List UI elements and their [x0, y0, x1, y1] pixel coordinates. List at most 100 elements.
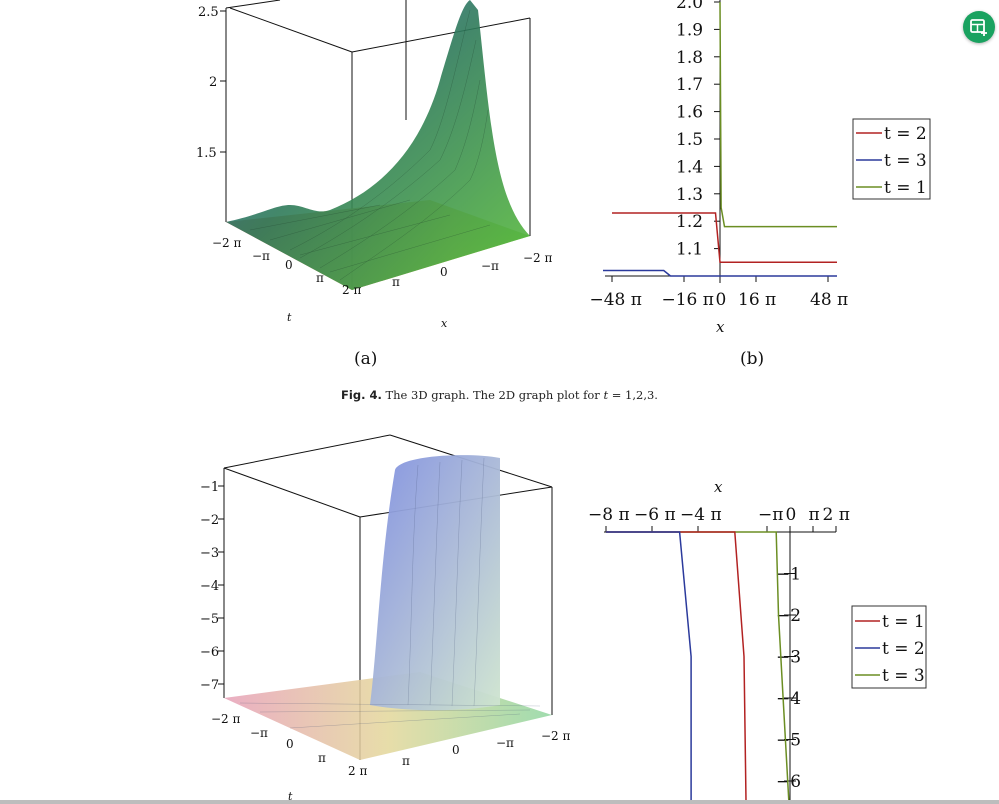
t-tick: 2 π [348, 764, 367, 778]
y-tick-label: 1.5 [676, 130, 703, 150]
x-tick-label: 16 π [738, 290, 776, 310]
y-tick-label: −5 [776, 731, 801, 751]
y-tick-label: 1.3 [676, 185, 703, 205]
z-tick-label: −2 [200, 513, 219, 528]
x-tick-label: −16 π [662, 290, 714, 310]
panel-c-mesh [239, 457, 541, 729]
t-tick: π [316, 271, 324, 285]
y-tick-label: 1.9 [676, 20, 703, 40]
series-line [612, 212, 837, 264]
series-line [719, 1, 837, 228]
panel-b-legend: t = 2 t = 3 t = 1 [852, 118, 931, 200]
t-tick: −2 π [211, 712, 241, 726]
x-tick: −2 π [523, 251, 553, 265]
panel-d-x-ticks: −8 π −6 π −4 π −π 0 π 2 π [588, 505, 850, 532]
panel-a-box [225, 0, 531, 290]
table-add-icon [970, 19, 987, 36]
y-tick-label: 1.2 [676, 212, 703, 232]
t-tick: 0 [285, 258, 293, 272]
panel-a-t-ticks: −2 π −π 0 π 2 π [212, 236, 361, 297]
table-add-button[interactable] [963, 11, 995, 43]
x-tick-label: 48 π [810, 290, 848, 310]
y-tick-label: −2 [776, 606, 801, 626]
bottom-scrollbar[interactable] [0, 800, 999, 804]
y-tick-label: 1.1 [676, 240, 703, 260]
panel-a-label: (a) [354, 349, 378, 369]
t-tick: −2 π [212, 236, 242, 250]
legend-entry: t = 1 [882, 612, 925, 632]
x-tick-label: −8 π [588, 505, 630, 525]
x-tick-label: π [809, 505, 820, 525]
x-tick-label: 0 [716, 290, 727, 310]
x-tick: π [392, 275, 400, 289]
y-tick-label: −4 [776, 689, 801, 709]
y-tick-label: −1 [776, 565, 801, 585]
legend-entry: t = 3 [882, 666, 925, 686]
z-tick-label: −7 [200, 678, 219, 693]
caption-var: t [603, 388, 609, 402]
t-tick: 0 [286, 737, 294, 751]
y-tick-label: 2.0 [676, 0, 703, 13]
x-tick-label: 2 π [823, 505, 850, 525]
x-tick: −π [496, 736, 514, 750]
legend-entry: t = 2 [884, 124, 927, 144]
panel-b-label: (b) [740, 349, 765, 369]
legend-entry: t = 2 [882, 639, 925, 659]
panel-a-3d-plot: 2.5 2 1.5 −2 π −π 0 π 2 π −2 π −π 0 π t … [196, 0, 553, 330]
panel-c-x-ticks: −2 π −π 0 π [402, 729, 571, 768]
z-tick: 2 [209, 75, 217, 90]
panel-a-z-ticks: 2.5 2 1.5 [196, 5, 219, 161]
panel-a-x-label: x [441, 317, 448, 330]
z-tick: 1.5 [196, 146, 217, 161]
panel-b-x-label: x [716, 318, 725, 336]
caption-tail: = 1,2,3. [611, 388, 658, 402]
legend-entry: t = 1 [884, 178, 927, 198]
series-line [606, 531, 790, 804]
x-tick: −2 π [541, 729, 571, 743]
x-tick-label: 0 [786, 505, 797, 525]
x-tick: 0 [440, 265, 448, 279]
t-tick: −π [252, 249, 270, 263]
panel-c-t-ticks: −2 π −π 0 π 2 π [211, 712, 367, 778]
panel-a-t-label: t [287, 311, 292, 324]
series-line [606, 531, 747, 804]
z-tick-label: −5 [200, 612, 219, 627]
caption-prefix: Fig. 4. [341, 388, 382, 402]
x-tick: 0 [452, 743, 460, 757]
series-line [603, 269, 837, 277]
panel-a-x-ticks: −2 π −π 0 π [392, 251, 553, 289]
z-tick-label: −3 [200, 546, 219, 561]
figure-caption: Fig. 4. The 3D graph. The 2D graph plot … [0, 388, 999, 402]
panel-b-x-ticks: −48 π −16 π 0 16 π 48 π [590, 276, 848, 310]
panel-c-t-label: t [288, 790, 293, 803]
panel-d-series [606, 531, 790, 804]
y-tick-label: 1.4 [676, 157, 703, 177]
y-tick-label: 1.6 [676, 103, 703, 123]
legend-entry: t = 3 [884, 151, 927, 171]
panel-c-3d-plot: −1 −2 −3 −4 −5 −6 −7 −2 π −π 0 π 2 π −2 π −π 0… [200, 434, 571, 803]
y-tick-label: 1.7 [676, 75, 703, 95]
panel-d-y-ticks: −1−2−3−4−5−6−7 [776, 565, 801, 793]
t-tick: π [318, 751, 326, 765]
x-tick-label: −4 π [680, 505, 722, 525]
z-tick-label: −4 [200, 579, 219, 594]
panel-b-2d-plot: 2.0 1.9 1.8 1.7 1.6 1.5 1.4 1.3 1.2 1.1 −48 π −16 … [590, 0, 931, 336]
y-tick-label: −3 [776, 648, 801, 668]
caption-text: The 3D graph. The 2D graph plot for [385, 388, 600, 402]
panel-d-legend: t = 1 t = 2 t = 3 [851, 605, 927, 689]
panel-b-series [603, 1, 837, 277]
t-tick: −π [250, 726, 268, 740]
y-tick-label: −6 [776, 772, 801, 792]
x-tick: −π [481, 259, 499, 273]
z-tick-label: −6 [200, 645, 219, 660]
panel-c-z-ticks: −1 −2 −3 −4 −5 −6 −7 [200, 480, 224, 693]
panel-a-mesh [249, 9, 491, 281]
x-tick: π [402, 754, 410, 768]
panel-d-x-label: x [714, 478, 723, 496]
series-line [606, 531, 692, 804]
panel-a-surface-ridge [226, 0, 530, 290]
x-tick-label: −π [758, 505, 783, 525]
y-tick-label: 1.8 [676, 48, 703, 68]
panel-b-y-ticks: 2.0 1.9 1.8 1.7 1.6 1.5 1.4 1.3 1.2 1.1 [676, 0, 720, 260]
